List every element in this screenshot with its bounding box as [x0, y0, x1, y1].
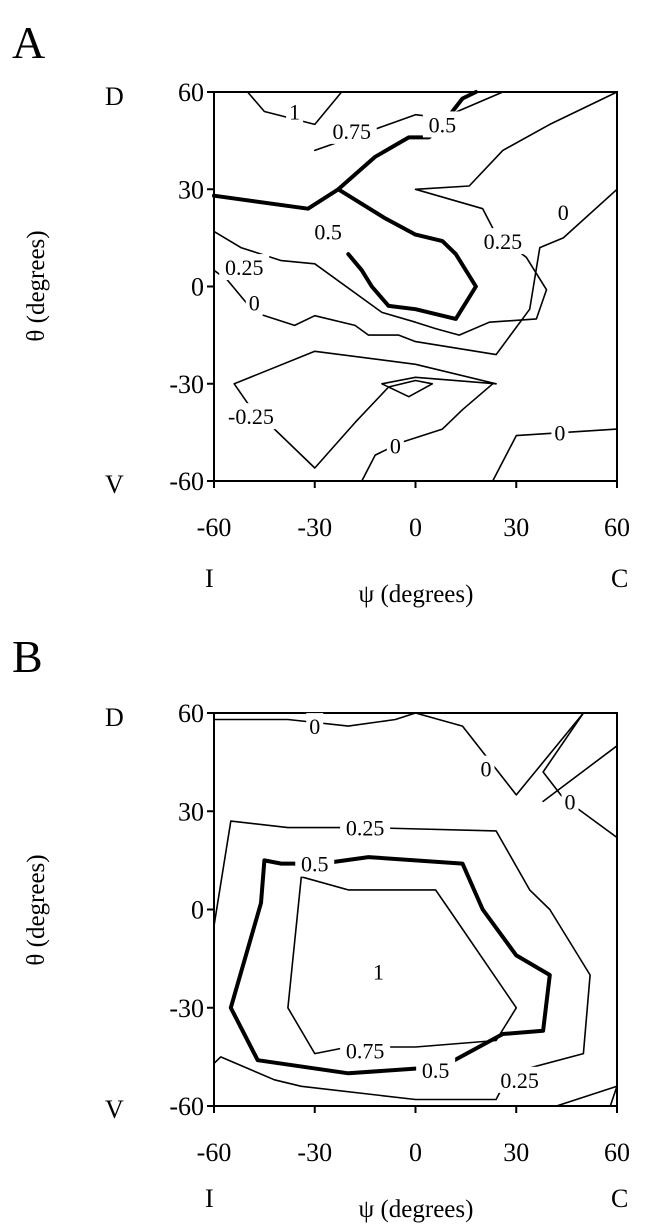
panel-a-contour-label-bg-10 — [551, 419, 569, 446]
panel-a-y-tick-label-4: 60 — [178, 78, 204, 107]
panel-a-contour-label-bg-8 — [220, 403, 282, 430]
panel-b-contour-label-6: 0.75 — [346, 1038, 385, 1063]
panel-a-ventral-label: V — [105, 470, 124, 499]
panel-b-x-tick-label-4: 60 — [604, 1138, 630, 1167]
panel-b-y-tick-label-2: 0 — [191, 896, 204, 925]
panel-a-contour-label-bg-5 — [554, 198, 572, 225]
panel-a-x-tick-label-1: -30 — [297, 513, 332, 542]
panel-b-contour-line-0 — [213, 712, 585, 796]
panel-a-contour-label-9: 0 — [390, 433, 401, 458]
panel-a-contour-label-10: 0 — [554, 420, 565, 445]
panel-a-contour-label-bg-2 — [422, 111, 462, 138]
panel-a-contour-label-1: 0.75 — [332, 119, 371, 144]
panel-a-tick-labels: -60 -30 0 30 60 -60 -30 0 30 60 — [169, 78, 630, 542]
panel-a-contour-line-3 — [336, 187, 478, 321]
panel-a-contour-label-bg-3 — [308, 218, 348, 245]
panel-b-dorsal-label: D — [105, 703, 124, 732]
panel-b-contour-label-bg-3 — [340, 814, 391, 841]
panel-b-contour-label-3: 0.25 — [346, 816, 385, 841]
panel-b-y-tick-label-1: -30 — [169, 994, 204, 1023]
panel-a-contour-line-2 — [212, 90, 478, 211]
panel-b-contour-label-4: 0.5 — [301, 852, 329, 877]
panel-a-y-tick-label-1: -30 — [169, 370, 204, 399]
panel-a-label: A — [12, 17, 45, 68]
panel-a-y-tick-label-3: 30 — [178, 175, 204, 204]
panel-b-contour-label-bg-4 — [295, 850, 335, 877]
panel-b-x-tick-label-1: -30 — [297, 1138, 332, 1167]
panel-b-ventral-label: V — [105, 1095, 124, 1124]
panel-b-y-tick-label-4: 60 — [178, 699, 204, 728]
panel-a-y-tick-label-0: -60 — [169, 467, 204, 496]
panel-a-x-tick-label-0: -60 — [197, 513, 232, 542]
panel-a-contour-label-4: 0.25 — [484, 229, 523, 254]
panel-b-contour-label-bg-0 — [306, 713, 324, 740]
panel-a-y-axis-title: θ (degrees) — [23, 230, 50, 341]
panel-b-label: B — [12, 631, 43, 682]
panel-a-contour-label-6: 0.25 — [225, 255, 264, 280]
panel-a-x-tick-label-4: 60 — [604, 513, 630, 542]
panel-b-contour-label-5: 1 — [373, 960, 384, 985]
panel-b-contour-label-bg-7 — [416, 1056, 456, 1083]
panel-b-contour-line-6 — [555, 1085, 618, 1107]
panel-a-contour-line-4 — [213, 91, 618, 336]
panel-b-contour-label-bg-1 — [477, 755, 495, 782]
panel-a-contour-label-2: 0.5 — [429, 112, 457, 137]
panel-b-contour-labels: 0 0 0 0.25 0.5 1 0.75 0.5 0.25 — [295, 713, 579, 1093]
panel-a-contour-line-7 — [361, 383, 494, 482]
panel-b-contour-line-3 — [213, 820, 591, 1101]
panel-a-x-axis-title: ψ (degrees) — [359, 581, 474, 608]
panel-b-contour-label-7: 0.5 — [422, 1058, 450, 1083]
panel-b-contour-line-2 — [542, 745, 618, 803]
panel-b-contour-label-bg-8 — [494, 1066, 545, 1093]
panel-a-contour-line-5 — [213, 188, 618, 356]
panel-b-contour-label-bg-2 — [561, 788, 579, 815]
panel-b-contour-label-bg-5 — [370, 958, 388, 985]
panel-a-x-tick-label-2: 0 — [409, 513, 422, 542]
panel-b-contour-line-4 — [228, 855, 552, 1076]
panel-b-x-tick-label-3: 30 — [503, 1138, 529, 1167]
panel-a-contralateral-label: C — [611, 564, 628, 593]
panel-a-contour-label-bg-6 — [219, 254, 270, 281]
panel-a-contour-label-0: 1 — [289, 99, 300, 124]
panel-b-y-tick-label-0: -60 — [169, 1092, 204, 1121]
panel-b-contour-line-1 — [542, 712, 618, 839]
panel-a-contour-plot: A 1 0.75 0.5 0.5 0.25 0 0.25 0 -0.25 0 0 -60 -30 0 30… — [12, 17, 630, 608]
panel-b-contour-label-8: 0.25 — [500, 1068, 539, 1093]
panel-a-contour-line-8 — [491, 428, 618, 482]
panel-a-contour-lines — [212, 90, 618, 482]
panel-a-contour-label-bg-1 — [326, 117, 377, 144]
panel-b-ipsilateral-label: I — [205, 1184, 214, 1213]
panel-b-contralateral-label: C — [611, 1184, 628, 1213]
panel-b-contour-label-0: 0 — [309, 714, 320, 739]
panel-b-tick-marks — [207, 712, 618, 1113]
panel-b-contour-label-1: 0 — [481, 757, 492, 782]
panel-b-contour-lines — [213, 712, 618, 1107]
panel-a-contour-label-bg-0 — [286, 98, 304, 125]
panel-b-y-axis-title: θ (degrees) — [23, 854, 50, 965]
panel-a-dorsal-label: D — [105, 82, 124, 111]
panel-b-contour-label-2: 0 — [564, 789, 575, 814]
panel-a-contour-label-bg-7 — [245, 289, 263, 316]
panel-b-x-tick-label-0: -60 — [197, 1138, 232, 1167]
panel-b-contour-label-bg-6 — [340, 1037, 391, 1064]
panel-b-contour-line-5 — [287, 876, 518, 1055]
panel-a-contour-label-3: 0.5 — [314, 219, 342, 244]
panel-a-contour-label-bg-4 — [477, 228, 528, 255]
panel-a-contour-label-7: 0 — [249, 291, 260, 316]
panel-a-contour-label-8: -0.25 — [228, 404, 274, 429]
panel-b-x-tick-label-2: 0 — [409, 1138, 422, 1167]
panel-a-contour-label-5: 0 — [558, 200, 569, 225]
panel-a-y-tick-label-2: 0 — [191, 273, 204, 302]
panel-a-ipsilateral-label: I — [205, 564, 214, 593]
panel-b-y-tick-label-3: 30 — [178, 797, 204, 826]
panel-b-x-axis-title: ψ (degrees) — [359, 1196, 474, 1223]
panel-b-tick-labels: -60 -30 0 30 60 -60 -30 0 30 60 — [169, 699, 630, 1167]
panel-a-contour-label-bg-9 — [386, 432, 404, 459]
panel-a-contour-labels: 1 0.75 0.5 0.5 0.25 0 0.25 0 -0.25 0 0 — [219, 98, 572, 459]
panel-a-tick-marks — [207, 91, 618, 488]
panel-a-x-tick-label-3: 30 — [503, 513, 529, 542]
